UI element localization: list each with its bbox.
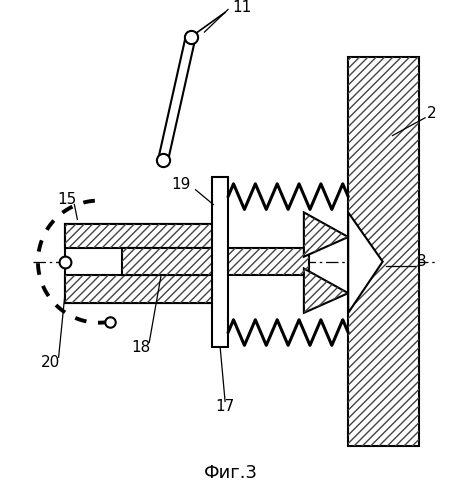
Bar [212,177,228,348]
Bar [65,276,215,303]
Text: 3: 3 [417,254,427,269]
Bar [65,224,215,303]
Bar [65,276,215,303]
Text: 18: 18 [132,340,151,355]
Text: 15: 15 [58,192,77,207]
Text: 19: 19 [171,178,190,192]
Text: Фиг.3: Фиг.3 [204,464,258,482]
Polygon shape [348,212,383,313]
Bar [122,248,309,276]
Bar [348,56,419,446]
Polygon shape [304,212,348,256]
Bar [65,224,215,248]
Bar [122,248,309,276]
Polygon shape [304,268,348,313]
Text: 20: 20 [41,354,60,370]
Text: 2: 2 [427,106,437,122]
Text: 11: 11 [232,0,251,15]
Bar [65,224,215,248]
Text: 17: 17 [215,399,235,414]
Bar [348,56,419,446]
